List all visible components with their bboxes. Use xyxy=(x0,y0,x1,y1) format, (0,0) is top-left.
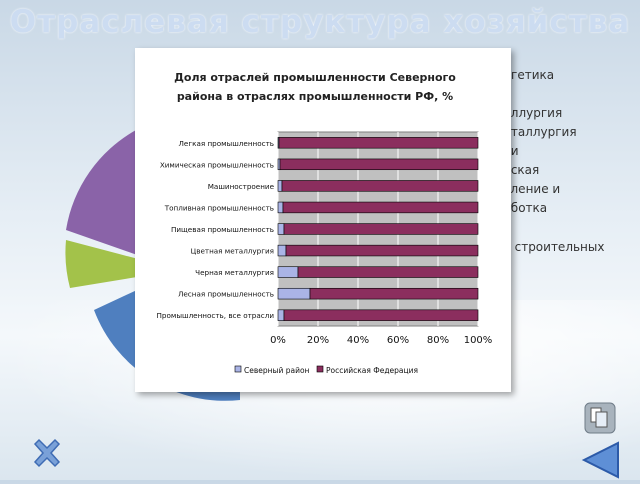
bar-rf xyxy=(283,223,479,235)
bar-severny xyxy=(277,287,311,300)
x-tick-label: 100% xyxy=(464,335,493,346)
back-arrow-button[interactable] xyxy=(580,440,622,484)
bar-rf xyxy=(309,287,479,300)
close-button[interactable] xyxy=(30,436,64,474)
close-icon xyxy=(33,438,61,468)
bar-rf xyxy=(297,266,479,278)
category-label: Топливная промышленность xyxy=(164,203,274,212)
category-label: Черная металлургия xyxy=(195,268,274,277)
bar-rf xyxy=(283,309,479,321)
x-tick-label: 40% xyxy=(347,335,369,346)
legend-swatch xyxy=(234,365,242,373)
bar-rf xyxy=(281,180,479,192)
chart-title-line-1: Доля отраслей промышленности Северного xyxy=(174,71,456,84)
x-tick-label: 20% xyxy=(307,335,329,346)
category-label: Машиностроение xyxy=(208,182,275,191)
legend-label: Российская Федерация xyxy=(326,366,418,375)
bar-rf xyxy=(285,244,479,257)
category-label: Промышленность, все отрасли xyxy=(157,311,275,320)
bg-list-item: ...еталлургия xyxy=(492,125,577,139)
legend-label: Северный район xyxy=(244,366,310,375)
category-label: Легкая промышленность xyxy=(179,139,274,148)
x-axis: 0% 20% 40% 60% 80% 100% xyxy=(270,335,492,346)
bg-list-item: ...о строительных xyxy=(492,240,605,254)
category-label: Цветная металлургия xyxy=(191,247,274,256)
category-label: Химическая промышленность xyxy=(160,160,274,169)
bar-severny xyxy=(277,266,299,278)
slide-title: Отраслевая структура хозяйства xyxy=(9,4,631,40)
document-button[interactable] xyxy=(584,402,616,438)
legend: Северный район Российская Федерация xyxy=(234,365,418,375)
chart-title-line-2: района в отраслях промышленности РФ, % xyxy=(177,90,453,103)
document-icon xyxy=(584,402,616,434)
bar-chart: Доля отраслей промышленности Северного р… xyxy=(157,71,493,375)
bar-severny xyxy=(277,180,283,192)
bar-severny xyxy=(277,201,284,214)
chart-card: Доля отраслей промышленности Северного р… xyxy=(135,48,511,392)
bar-severny xyxy=(277,223,285,235)
x-tick-label: 60% xyxy=(387,335,409,346)
bar-severny xyxy=(277,244,287,257)
bar-rf xyxy=(282,201,479,214)
pie-slice-green xyxy=(65,240,180,288)
category-label: Лесная промышленность xyxy=(178,290,274,299)
left-arrow-icon xyxy=(581,441,619,479)
category-label: Пищевая промышленность xyxy=(171,225,274,234)
legend-swatch xyxy=(316,365,324,373)
x-tick-label: 0% xyxy=(270,335,286,346)
bar-rf xyxy=(279,158,479,171)
bar-rf xyxy=(278,137,479,149)
plot-area: Легкая промышленность Химическая промышле… xyxy=(157,131,479,327)
x-tick-label: 80% xyxy=(427,335,449,346)
bar-severny xyxy=(277,309,285,321)
